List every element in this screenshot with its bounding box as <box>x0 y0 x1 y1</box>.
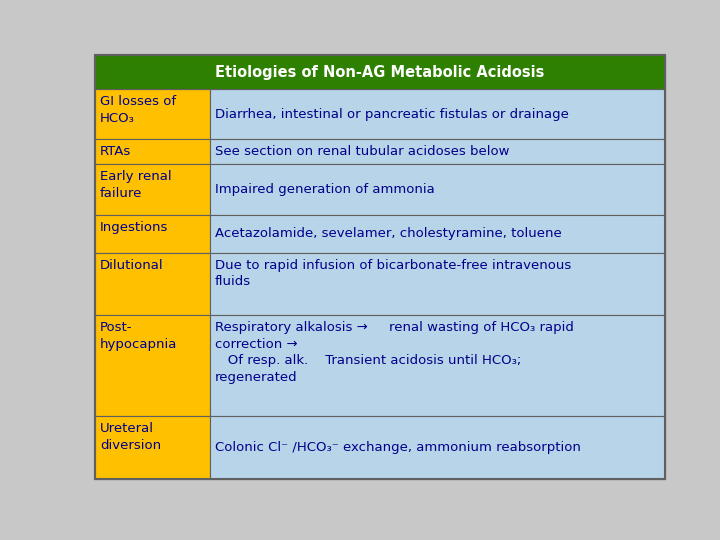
Bar <box>210 165 665 215</box>
Text: GI losses of
HCO₃: GI losses of HCO₃ <box>100 95 176 125</box>
Text: Ingestions: Ingestions <box>100 221 168 234</box>
Text: Respiratory alkalosis →     renal wasting of HCO₃ rapid
correction →
   Of resp.: Respiratory alkalosis → renal wasting of… <box>215 321 574 384</box>
Text: See section on renal tubular acidoses below: See section on renal tubular acidoses be… <box>215 145 510 158</box>
Bar <box>95 55 665 89</box>
Text: RTAs: RTAs <box>100 145 131 158</box>
Bar <box>95 165 210 215</box>
Bar <box>95 139 210 165</box>
Bar <box>210 416 665 479</box>
Text: Post-
hypocapnia: Post- hypocapnia <box>100 321 177 351</box>
Text: Impaired generation of ammonia: Impaired generation of ammonia <box>215 183 435 196</box>
Bar <box>95 253 210 315</box>
Bar <box>95 55 665 479</box>
Bar <box>210 89 665 139</box>
Text: Early renal
failure: Early renal failure <box>100 171 171 200</box>
Bar <box>95 55 665 89</box>
Bar <box>95 89 210 139</box>
Bar <box>95 55 665 479</box>
Bar <box>210 215 665 253</box>
Bar <box>95 416 210 479</box>
Text: Dilutional: Dilutional <box>100 259 163 272</box>
Bar <box>210 139 665 165</box>
Bar <box>95 315 210 416</box>
Bar <box>210 315 665 416</box>
Bar <box>210 253 665 315</box>
Bar <box>95 215 210 253</box>
Text: Etiologies of Non-AG Metabolic Acidosis: Etiologies of Non-AG Metabolic Acidosis <box>215 64 545 79</box>
Text: Ureteral
diversion: Ureteral diversion <box>100 422 161 451</box>
Text: Acetazolamide, sevelamer, cholestyramine, toluene: Acetazolamide, sevelamer, cholestyramine… <box>215 227 562 240</box>
Text: Due to rapid infusion of bicarbonate-free intravenous
fluids: Due to rapid infusion of bicarbonate-fre… <box>215 259 571 288</box>
Text: Diarrhea, intestinal or pancreatic fistulas or drainage: Diarrhea, intestinal or pancreatic fistu… <box>215 107 569 120</box>
Text: Colonic Cl⁻ /HCO₃⁻ exchange, ammonium reabsorption: Colonic Cl⁻ /HCO₃⁻ exchange, ammonium re… <box>215 441 581 454</box>
